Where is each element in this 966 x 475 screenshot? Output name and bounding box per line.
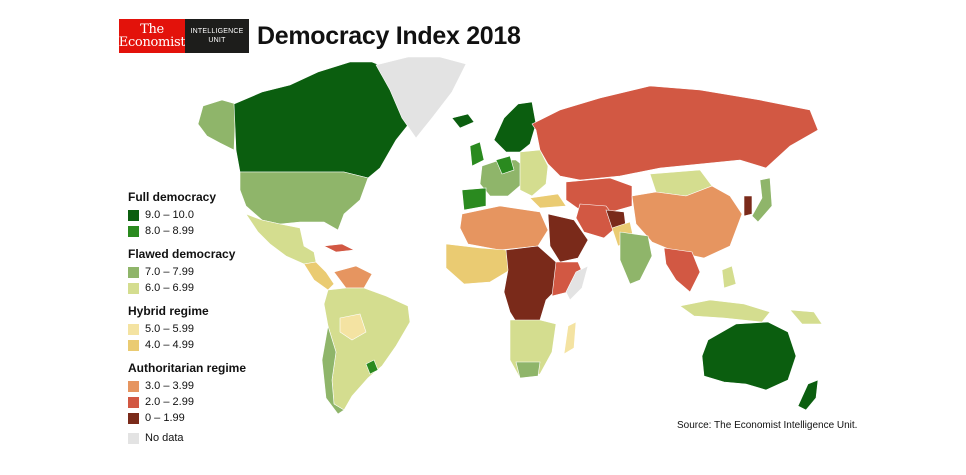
legend-swatch (128, 412, 139, 424)
region-somalia (565, 265, 589, 301)
region-cuba (322, 243, 356, 253)
region-madagascar (563, 321, 577, 355)
legend-item: 9.0 – 10.0 (128, 207, 246, 223)
region-china (631, 185, 743, 259)
legend-label: 0 – 1.99 (145, 412, 185, 424)
legend-swatch (128, 323, 139, 335)
region-india (619, 231, 653, 285)
region-alaska (197, 99, 237, 151)
legend-swatch (128, 380, 139, 392)
region-central-africa (503, 245, 561, 329)
legend-label: 2.0 – 2.99 (145, 396, 194, 408)
legend-item: 6.0 – 6.99 (128, 280, 246, 296)
region-png (789, 309, 823, 325)
source-note: Source: The Economist Intelligence Unit. (677, 420, 858, 431)
region-greenland (375, 56, 467, 139)
legend-label: No data (145, 432, 184, 444)
logo-economist: The Economist (118, 19, 186, 53)
region-south-america (323, 287, 411, 411)
legend-swatch (128, 225, 139, 237)
logo-line2: Economist (118, 35, 186, 50)
region-usa (239, 171, 369, 231)
legend-item: 5.0 – 5.99 (128, 321, 246, 337)
region-new-zealand (797, 379, 819, 411)
logo-sub1: INTELLIGENCE (190, 28, 244, 35)
region-indonesia (679, 299, 771, 323)
region-venezuela (333, 265, 373, 289)
region-russia (531, 85, 819, 181)
region-mexico (245, 213, 317, 265)
legend-label: 6.0 – 6.99 (145, 282, 194, 294)
legend-heading-full: Full democracy (128, 190, 217, 204)
legend-label: 7.0 – 7.99 (145, 266, 194, 278)
region-germany (495, 155, 515, 175)
region-bolivia (339, 313, 367, 341)
page-title: Democracy Index 2018 (257, 22, 521, 50)
legend-label: 3.0 – 3.99 (145, 380, 194, 392)
region-philippines (721, 265, 737, 289)
map-legend: Full democracy 9.0 – 10.0 8.0 – 8.99 Fla… (128, 190, 246, 446)
region-south-africa (515, 361, 541, 379)
legend-label: 5.0 – 5.99 (145, 323, 194, 335)
legend-swatch (128, 396, 139, 408)
legend-heading-hybrid: Hybrid regime (128, 304, 209, 318)
region-central-america (303, 261, 335, 291)
legend-label: 9.0 – 10.0 (145, 209, 194, 221)
region-japan (751, 177, 773, 223)
region-north-africa (459, 205, 549, 251)
legend-heading-authoritarian: Authoritarian regime (128, 361, 247, 375)
legend-swatch (128, 432, 139, 444)
region-se-asia (663, 247, 701, 293)
region-uk (469, 141, 485, 167)
legend-item: 2.0 – 2.99 (128, 394, 246, 410)
legend-swatch (128, 282, 139, 294)
legend-swatch (128, 209, 139, 221)
logo-sub2: UNIT (208, 37, 226, 44)
logo-line1: The (140, 22, 164, 37)
region-chile (321, 325, 345, 415)
legend-label: 4.0 – 4.99 (145, 339, 194, 351)
legend-heading-flawed: Flawed democracy (128, 247, 236, 261)
region-iceland (451, 113, 475, 129)
legend-swatch (128, 266, 139, 278)
legend-item: 3.0 – 3.99 (128, 378, 246, 394)
logo-eiu: INTELLIGENCE UNIT (185, 19, 249, 53)
region-iberia (461, 187, 487, 211)
economist-eiu-logo: The Economist INTELLIGENCE UNIT (119, 19, 249, 53)
region-turkey (529, 193, 567, 209)
region-scandinavia (493, 101, 537, 153)
legend-label: 8.0 – 8.99 (145, 225, 194, 237)
region-australia (701, 321, 797, 391)
region-uruguay (365, 359, 379, 375)
region-korea (743, 195, 753, 217)
legend-item: 4.0 – 4.99 (128, 337, 246, 353)
region-west-africa (445, 243, 511, 285)
legend-item: 0 – 1.99 (128, 410, 246, 426)
legend-swatch (128, 339, 139, 351)
legend-item: 7.0 – 7.99 (128, 264, 246, 280)
region-saudi (547, 213, 589, 263)
legend-item-nodata: No data (128, 430, 246, 446)
legend-item: 8.0 – 8.99 (128, 223, 246, 239)
